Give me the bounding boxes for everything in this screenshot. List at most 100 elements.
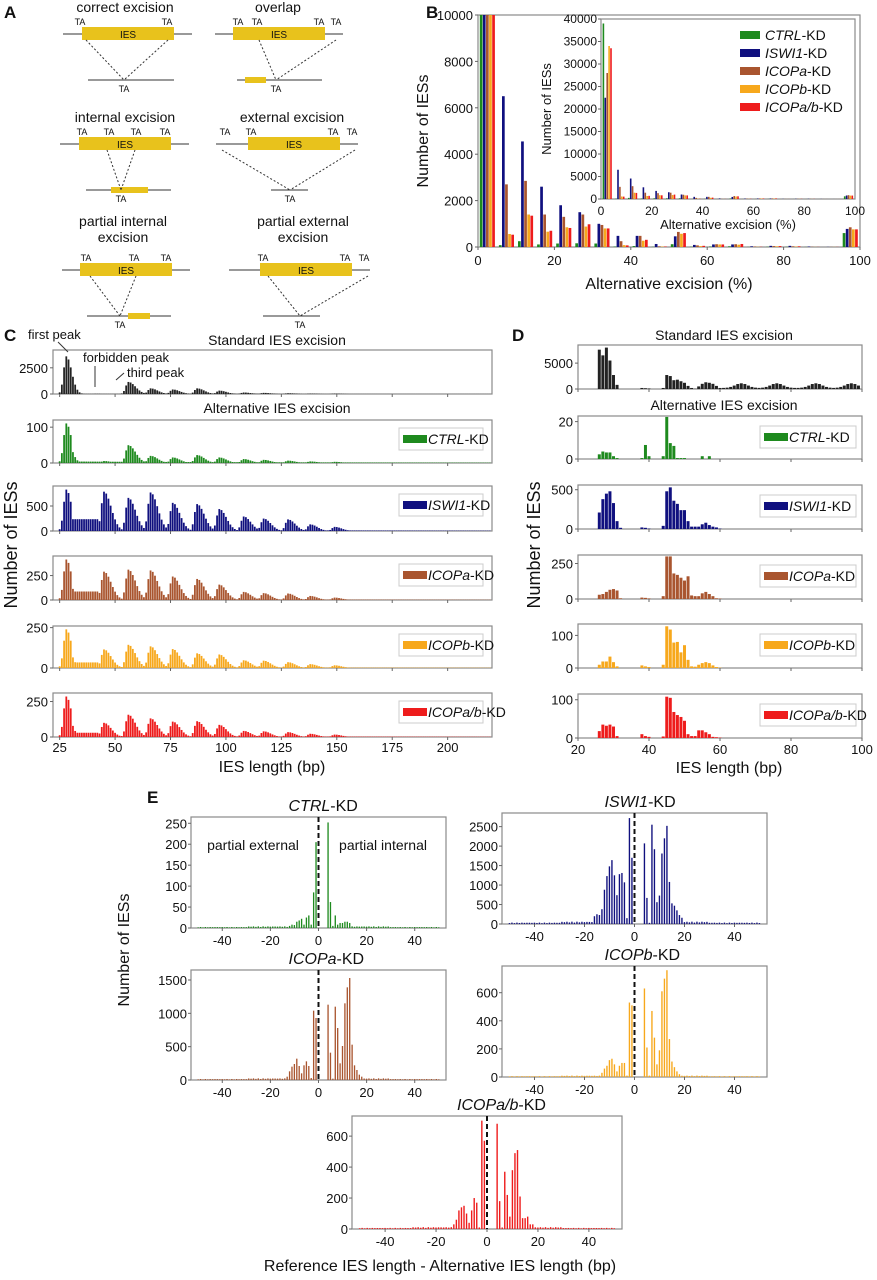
bar	[109, 727, 112, 737]
bar	[154, 457, 156, 463]
bar	[176, 652, 179, 668]
bar	[701, 921, 703, 924]
label-italic-part: ICOPb	[428, 637, 470, 653]
bar	[165, 461, 167, 463]
bar	[516, 922, 518, 924]
bar	[180, 518, 183, 531]
bar	[69, 435, 72, 463]
bar-44	[661, 525, 665, 529]
bar	[298, 1066, 300, 1080]
bar	[222, 587, 225, 600]
y-tick-label: 500	[476, 898, 498, 913]
label-suffix: -KD	[807, 63, 831, 79]
bar	[76, 662, 79, 668]
bar-50	[683, 510, 686, 529]
bar	[463, 1205, 465, 1229]
legend-label: ICOPb-KD	[428, 637, 494, 653]
bar	[282, 462, 285, 463]
annotation-forbidden-peak: forbidden peak	[83, 350, 170, 365]
bar	[696, 921, 698, 924]
bar	[178, 512, 181, 531]
bar	[544, 1227, 547, 1229]
bar-89	[821, 385, 825, 389]
bar	[731, 1076, 733, 1077]
bar	[289, 732, 292, 737]
bar-ICOPb-52.5	[680, 233, 683, 247]
bar	[60, 520, 63, 531]
x-tick-label: 80	[776, 253, 790, 268]
bar	[304, 462, 307, 463]
bar	[315, 1018, 317, 1080]
bar	[250, 1078, 252, 1080]
bar	[300, 598, 303, 600]
bar-51	[686, 385, 690, 389]
bar	[233, 528, 236, 531]
bar	[741, 922, 743, 924]
bar	[264, 593, 267, 600]
inset-bar-ISWI1-22.5	[655, 190, 657, 199]
bar	[200, 508, 203, 531]
ta-site: TA	[258, 253, 269, 263]
bar	[199, 1079, 202, 1080]
bar	[213, 733, 216, 737]
bar	[305, 1061, 308, 1080]
bar	[331, 598, 334, 600]
bar	[221, 927, 223, 928]
bar	[262, 459, 265, 463]
bar	[138, 591, 141, 600]
bar	[358, 1074, 360, 1080]
bar-93	[835, 387, 839, 389]
bar	[253, 735, 256, 737]
bar	[154, 389, 156, 394]
bar	[216, 927, 219, 928]
bar	[293, 1064, 296, 1080]
bar	[568, 1076, 571, 1077]
bar-46	[668, 487, 672, 529]
bar	[147, 503, 150, 531]
bar-45	[665, 375, 669, 389]
bar	[205, 459, 207, 463]
bar	[736, 922, 738, 924]
y-tick-label: 500	[551, 483, 573, 498]
bar	[187, 528, 190, 531]
bar	[307, 461, 309, 463]
bar-62	[725, 387, 729, 389]
bar	[158, 658, 161, 668]
bar-40	[647, 598, 651, 599]
bar	[280, 736, 283, 737]
bar	[229, 595, 232, 600]
bar	[421, 1079, 423, 1080]
bar	[273, 527, 276, 531]
bar-44	[661, 596, 665, 599]
bar	[85, 591, 88, 600]
bar-28	[604, 347, 608, 389]
bar	[428, 1079, 430, 1080]
bar-46	[668, 556, 672, 599]
bar	[167, 523, 170, 531]
bar	[227, 392, 230, 394]
annotation-partial-external: partial external	[207, 837, 299, 853]
inset-bar-ICOPa-7.5	[619, 186, 621, 199]
bar	[304, 529, 307, 531]
bar	[204, 927, 207, 928]
label-suffix: -KD	[653, 947, 681, 964]
bar	[250, 926, 252, 928]
bar	[284, 1078, 286, 1080]
bar	[178, 655, 181, 668]
bar	[711, 1076, 713, 1077]
bar	[399, 1227, 402, 1229]
bar	[288, 925, 291, 928]
bar-80	[789, 387, 793, 389]
bar-49	[679, 577, 683, 599]
bar	[542, 1227, 544, 1229]
bar	[158, 513, 161, 531]
bar	[107, 576, 110, 600]
bar-47	[672, 380, 676, 389]
bar	[718, 922, 721, 924]
label-suffix: -KD	[330, 798, 358, 815]
bar-29	[608, 360, 612, 389]
inset-bar-ICOPab-7.5	[622, 196, 625, 199]
bar	[427, 1227, 430, 1229]
bar	[728, 922, 731, 924]
